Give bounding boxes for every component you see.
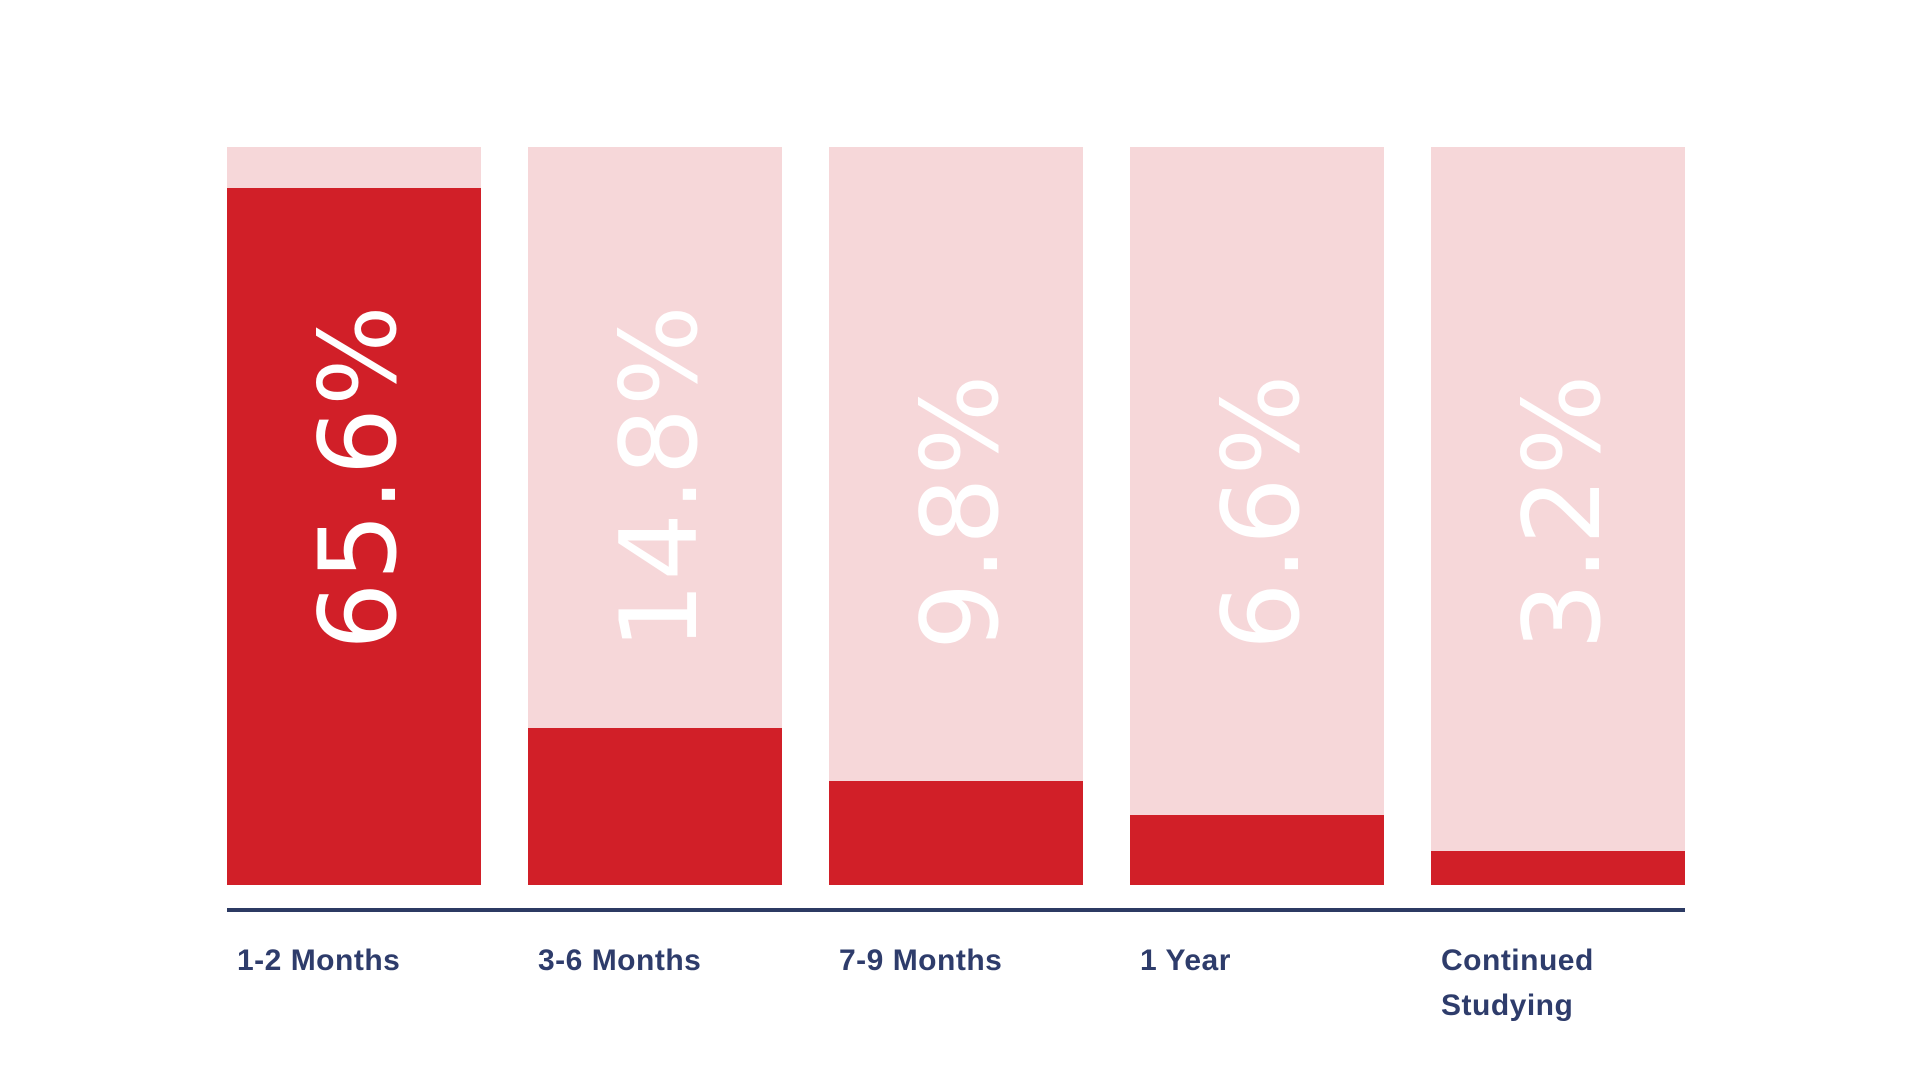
bar-fill (829, 780, 1083, 885)
bar-column-1-2-months: 65.6% (227, 147, 481, 885)
chart-plot-area: 65.6% 14.8% 9.8% 6.6% (227, 147, 1685, 885)
x-axis-category-row: 1-2 Months 3-6 Months 7-9 Months 1 Year … (227, 938, 1685, 1028)
bar-column-continued-studying: 3.2% (1431, 147, 1685, 885)
bar-value-label: 65.6% (297, 303, 420, 650)
category-label-1-year: 1 Year (1140, 944, 1231, 977)
category-cell: Continued Studying (1431, 938, 1685, 1028)
category-label-3-6-months: 3-6 Months (538, 944, 702, 977)
category-cell: 3-6 Months (528, 938, 782, 1028)
bar-column-3-6-months: 14.8% (528, 147, 782, 885)
bar-value-label: 6.6% (1200, 372, 1323, 650)
x-axis-line (227, 908, 1685, 912)
bar-column-1-year: 6.6% (1130, 147, 1384, 885)
category-label-1-2-months: 1-2 Months (237, 944, 401, 977)
bar-track (1130, 147, 1384, 885)
bar-fill (528, 727, 782, 885)
bar-track (1431, 147, 1685, 885)
bar-track (829, 147, 1083, 885)
bar-fill (1130, 814, 1384, 885)
category-cell: 7-9 Months (829, 938, 1083, 1028)
category-cell: 1-2 Months (227, 938, 481, 1028)
bar-value-label: 14.8% (598, 303, 721, 650)
bar-column-7-9-months: 9.8% (829, 147, 1083, 885)
bar-fill (1431, 851, 1685, 885)
bar-fill (227, 188, 481, 885)
category-label-7-9-months: 7-9 Months (839, 944, 1003, 977)
category-label-continued-studying: Continued Studying (1441, 944, 1594, 1022)
category-cell: 1 Year (1130, 938, 1384, 1028)
bar-value-label: 9.8% (899, 372, 1022, 650)
bar-value-label: 3.2% (1501, 372, 1624, 650)
